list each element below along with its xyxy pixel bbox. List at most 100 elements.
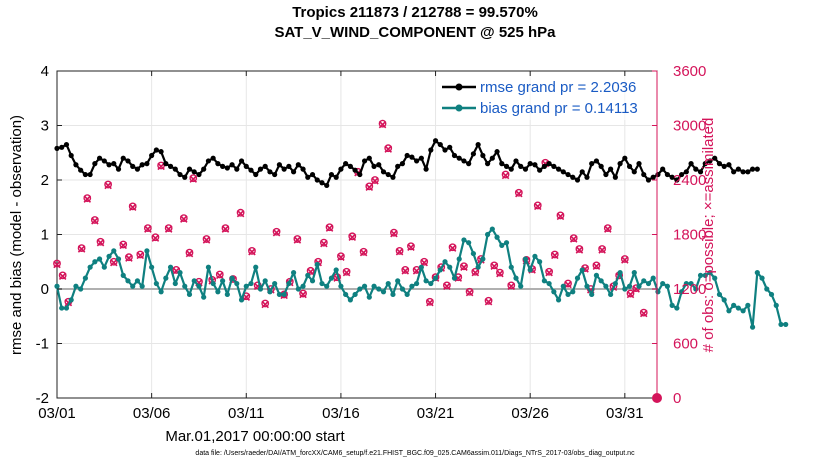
bias-point xyxy=(262,278,268,284)
obs-assimilated-marker xyxy=(426,298,434,307)
bias-point xyxy=(716,291,723,298)
bias-point xyxy=(773,302,779,308)
rmse-point xyxy=(196,171,202,178)
obs-possible-marker xyxy=(306,266,315,275)
obs-possible-marker xyxy=(443,281,451,290)
rmse-point xyxy=(650,174,656,180)
rmse-point xyxy=(106,162,112,168)
rmse-point xyxy=(357,171,363,178)
bias-point xyxy=(735,305,741,311)
obs-zero-marker xyxy=(652,393,662,403)
obs-possible-marker xyxy=(490,261,499,270)
obs-assimilated-marker xyxy=(448,244,457,252)
legend-rmse-label: rmse grand pr = 2.2036 xyxy=(480,79,636,96)
rmse-point xyxy=(257,166,264,172)
rmse-point xyxy=(432,138,439,144)
bias-point xyxy=(764,286,770,292)
obs-possible-marker xyxy=(384,144,393,153)
bias-point xyxy=(414,280,420,287)
rmse-point xyxy=(130,163,136,169)
bias-point xyxy=(513,275,519,281)
obs-possible-marker xyxy=(501,170,510,179)
obs-possible-marker xyxy=(556,211,565,220)
bias-point xyxy=(669,302,675,308)
obs-assimilated-marker xyxy=(189,175,198,183)
rmse-point xyxy=(726,162,732,168)
rmse-point xyxy=(423,166,429,172)
bias-point xyxy=(442,259,448,265)
bias-point xyxy=(461,237,467,243)
rmse-point xyxy=(139,162,145,168)
y-tick-label: 4 xyxy=(41,63,49,80)
rmse-point xyxy=(475,141,481,148)
bias-point xyxy=(679,289,685,295)
rmse-point xyxy=(754,166,760,172)
rmse-point xyxy=(163,161,169,167)
y2-tick-label: 1200 xyxy=(673,281,706,298)
rmse-point xyxy=(54,145,60,151)
bias-point xyxy=(276,291,282,298)
rmse-point xyxy=(59,144,65,150)
rmse-point xyxy=(87,171,93,178)
rmse-point xyxy=(740,169,746,175)
obs-assimilated-marker xyxy=(484,297,493,306)
rmse-point xyxy=(565,171,571,178)
bias-point xyxy=(376,286,382,292)
obs-assimilated-marker xyxy=(384,145,392,153)
rmse-point xyxy=(295,162,301,168)
legend-bias-marker xyxy=(455,104,463,112)
obs-possible-marker xyxy=(484,296,493,305)
obs-possible-marker xyxy=(136,250,145,259)
bias-point xyxy=(683,280,689,287)
bias-point xyxy=(111,248,117,254)
obs-possible-marker xyxy=(533,201,542,210)
obs-possible-marker xyxy=(420,257,429,266)
obs-assimilated-marker xyxy=(639,309,648,318)
bias-point xyxy=(532,253,538,259)
bias-point xyxy=(238,297,245,303)
legend-rmse-marker xyxy=(455,83,463,91)
rmse-point xyxy=(541,163,547,169)
obs-assimilated-marker xyxy=(221,225,230,233)
bias-point xyxy=(182,283,188,289)
rmse-point xyxy=(745,169,751,175)
rmse-point xyxy=(177,171,183,178)
rmse-point xyxy=(527,161,533,167)
rmse-point xyxy=(134,166,141,172)
bias-point xyxy=(475,264,481,270)
rmse-point xyxy=(518,163,524,169)
rmse-point xyxy=(201,166,207,172)
rmse-point xyxy=(688,161,694,167)
bias-point xyxy=(546,280,552,287)
obs-possible-marker xyxy=(202,235,211,243)
obs-possible-marker xyxy=(90,216,99,224)
rmse-point xyxy=(73,162,79,168)
obs-assimilated-marker xyxy=(236,209,245,218)
obs-assimilated-marker xyxy=(83,195,92,203)
obs-assimilated-marker xyxy=(365,183,374,192)
bias-point xyxy=(295,286,301,292)
bias-point xyxy=(456,256,462,262)
bias-point xyxy=(437,267,443,273)
data-file-footer: data file: /Users/raeder/DAI/ATM_forcXX/… xyxy=(195,450,635,457)
legend-bias-label: bias grand pr = 0.14113 xyxy=(480,100,638,117)
rmse-point xyxy=(480,152,486,159)
bias-point xyxy=(163,275,169,281)
rmse-point xyxy=(470,151,477,157)
obs-possible-marker xyxy=(143,224,152,233)
chart-title: Tropics 211873 / 212788 = 99.570% xyxy=(292,4,538,21)
obs-assimilated-marker xyxy=(136,251,145,260)
bias-point xyxy=(319,280,325,287)
bias-point xyxy=(593,272,600,278)
bias-point xyxy=(641,278,647,284)
x-tick-label: 03/11 xyxy=(228,405,264,422)
rmse-point xyxy=(693,166,699,172)
obs-assimilated-marker xyxy=(533,202,542,211)
bias-point xyxy=(324,283,330,289)
rmse-point xyxy=(352,167,358,173)
bias-point xyxy=(96,256,103,262)
bias-point xyxy=(731,302,737,308)
x-tick-label: 03/26 xyxy=(511,405,549,422)
obs-assimilated-marker xyxy=(626,290,635,299)
obs-possible-marker xyxy=(569,234,578,243)
